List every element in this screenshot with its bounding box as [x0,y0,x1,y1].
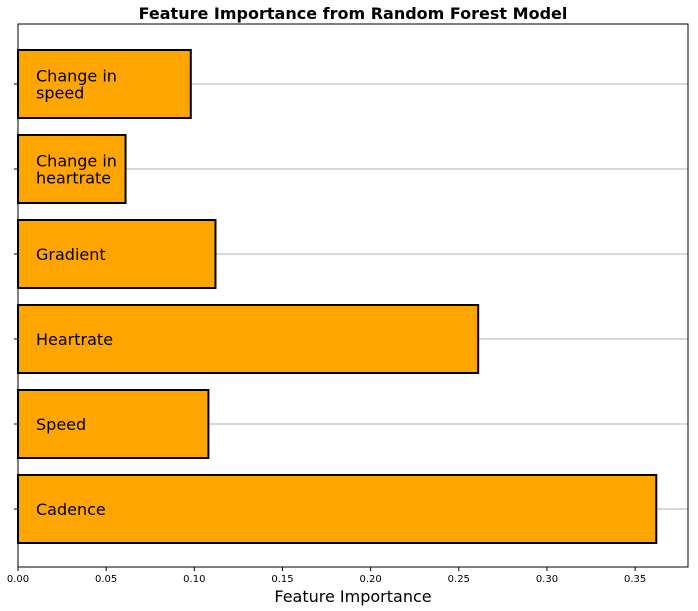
x-tick-label: 0.10 [183,574,205,585]
bars: Cadence Speed Heartrate Gradient Change in he… [17,49,658,544]
bar-label-heartrate: Heartrate [36,330,113,349]
bar-label-speed: Speed [36,415,86,434]
bar-change-in-heartrate [17,134,127,204]
bar-label-change-in-heartrate: Change in heartrate [36,152,117,188]
chart-title: Feature Importance from Random Forest Mo… [139,4,568,23]
x-tick-label: 0.00 [7,574,29,585]
bar-label-gradient: Gradient [36,245,106,264]
x-tick-label: 0.25 [448,574,470,585]
x-tick-label: 0.05 [95,574,117,585]
plot-frame [17,23,689,568]
x-tick-label: 0.30 [536,574,558,585]
bar-change-in-speed [17,49,192,119]
x-tick-label: 0.15 [271,574,293,585]
bar-gradient [17,219,217,289]
x-tick-label: 0.20 [359,574,381,585]
x-axis-label: Feature Importance [274,587,431,606]
bar-cadence [17,474,658,544]
y-ticks [14,83,18,510]
bar-label-change-in-speed: Change in speed [36,67,117,103]
bar-label-cadence: Cadence [36,500,106,519]
x-tick-label: 0.35 [624,574,646,585]
x-axis-ticks: 0.00 0.05 0.10 0.15 0.20 0.25 0.30 0.35 [7,567,646,585]
bar-speed [17,389,210,459]
